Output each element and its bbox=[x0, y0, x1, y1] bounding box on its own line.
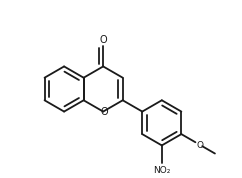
Text: O: O bbox=[197, 140, 204, 150]
Text: O: O bbox=[99, 35, 107, 45]
Text: O: O bbox=[100, 107, 108, 117]
Text: NO₂: NO₂ bbox=[153, 166, 171, 176]
